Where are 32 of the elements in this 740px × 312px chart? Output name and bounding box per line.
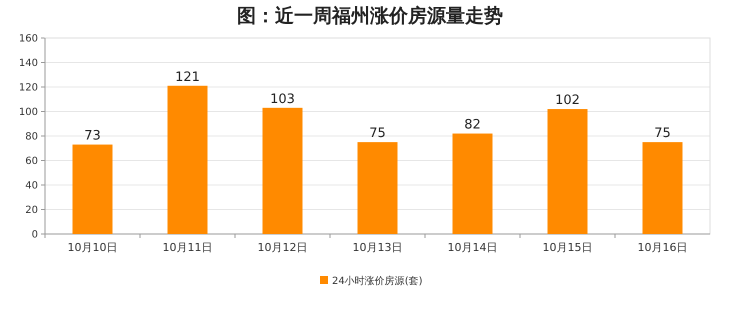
x-tick-label: 10月13日 — [352, 241, 402, 254]
bar — [168, 86, 208, 234]
bar — [262, 108, 302, 234]
data-label: 103 — [270, 92, 295, 107]
y-tick-label: 20 — [25, 205, 38, 216]
x-tick-label: 10月11日 — [162, 241, 212, 254]
chart-title: 图：近一周福州涨价房源量走势 — [237, 5, 503, 27]
x-tick-label: 10月10日 — [68, 241, 118, 254]
y-tick-label: 80 — [25, 132, 38, 142]
x-tick-label: 10月12日 — [258, 241, 308, 254]
data-label: 73 — [84, 128, 101, 144]
bar — [452, 134, 492, 234]
bar — [72, 144, 112, 234]
data-label: 75 — [654, 126, 671, 142]
data-label: 75 — [369, 126, 386, 142]
bar — [548, 109, 588, 234]
legend-label: 24小时涨价房源(套) — [332, 275, 423, 287]
data-label: 82 — [464, 118, 481, 133]
data-label: 102 — [555, 93, 580, 108]
y-tick-label: 100 — [18, 107, 38, 118]
y-tick-label: 60 — [25, 156, 38, 167]
data-label: 121 — [175, 70, 200, 85]
x-tick-label: 10月15日 — [542, 241, 592, 254]
y-tick-label: 120 — [18, 82, 38, 94]
x-tick-label: 10月14日 — [448, 241, 498, 254]
y-tick-label: 140 — [18, 58, 38, 69]
x-tick-label: 10月16日 — [638, 241, 688, 254]
bar — [358, 142, 398, 234]
bar — [642, 142, 682, 234]
y-tick-label: 160 — [18, 34, 38, 44]
y-tick-label: 40 — [25, 180, 38, 192]
y-tick-label: 0 — [32, 230, 38, 240]
